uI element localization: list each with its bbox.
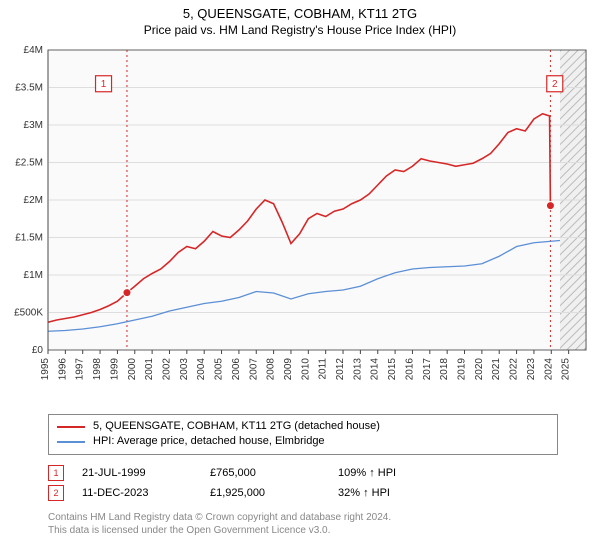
- svg-text:2024: 2024: [543, 358, 554, 381]
- svg-text:2023: 2023: [526, 358, 537, 381]
- svg-text:£2.5M: £2.5M: [15, 158, 43, 169]
- svg-text:2014: 2014: [370, 358, 381, 381]
- legend-box: 5, QUEENSGATE, COBHAM, KT11 2TG (detache…: [48, 414, 558, 455]
- svg-text:2000: 2000: [127, 358, 138, 381]
- footer-line-1: Contains HM Land Registry data © Crown c…: [48, 511, 558, 524]
- svg-text:2011: 2011: [318, 358, 329, 380]
- svg-text:1998: 1998: [92, 358, 103, 381]
- svg-text:£2M: £2M: [24, 195, 43, 206]
- svg-text:2017: 2017: [422, 358, 433, 381]
- svg-text:£1.5M: £1.5M: [15, 233, 43, 244]
- sale-data-table: 1 21-JUL-1999 £765,000 109% ↑ HPI 2 11-D…: [48, 463, 558, 503]
- svg-text:2001: 2001: [144, 358, 155, 381]
- svg-text:2009: 2009: [283, 358, 294, 381]
- svg-text:1999: 1999: [109, 358, 120, 381]
- footer-attribution: Contains HM Land Registry data © Crown c…: [48, 511, 558, 537]
- svg-text:£3M: £3M: [24, 120, 43, 131]
- svg-text:2025: 2025: [561, 358, 572, 381]
- marker-box-2: 2: [48, 485, 64, 501]
- svg-text:2019: 2019: [457, 358, 468, 381]
- svg-text:£3.5M: £3.5M: [15, 83, 43, 94]
- svg-text:2021: 2021: [491, 358, 502, 381]
- legend-label-property: 5, QUEENSGATE, COBHAM, KT11 2TG (detache…: [93, 419, 380, 434]
- legend-row-property: 5, QUEENSGATE, COBHAM, KT11 2TG (detache…: [57, 419, 549, 434]
- legend-swatch-hpi: [57, 441, 85, 443]
- svg-text:2018: 2018: [439, 358, 450, 381]
- sale-delta: 32% ↑ HPI: [338, 487, 390, 499]
- footer-line-2: This data is licensed under the Open Gov…: [48, 524, 558, 537]
- legend-swatch-property: [57, 426, 85, 428]
- line-chart-svg: £0 £500K £1M £1.5M £2M £2.5M £3M £3.5M £4M 1995 19…: [0, 42, 600, 402]
- svg-text:1995: 1995: [40, 358, 51, 381]
- sale-delta: 109% ↑ HPI: [338, 467, 396, 479]
- svg-text:2005: 2005: [214, 358, 225, 381]
- table-row: 1 21-JUL-1999 £765,000 109% ↑ HPI: [48, 463, 558, 483]
- sale-date: 21-JUL-1999: [82, 467, 192, 479]
- svg-text:£0: £0: [32, 345, 44, 356]
- chart-container: 5, QUEENSGATE, COBHAM, KT11 2TG Price pa…: [0, 0, 600, 560]
- svg-text:£1M: £1M: [24, 270, 43, 281]
- svg-text:2007: 2007: [248, 358, 259, 381]
- svg-text:1996: 1996: [57, 358, 68, 381]
- sale-price: £765,000: [210, 467, 320, 479]
- legend-label-hpi: HPI: Average price, detached house, Elmb…: [93, 434, 325, 449]
- legend-row-hpi: HPI: Average price, detached house, Elmb…: [57, 434, 549, 449]
- table-row: 2 11-DEC-2023 £1,925,000 32% ↑ HPI: [48, 483, 558, 503]
- svg-text:2003: 2003: [179, 358, 190, 381]
- chart-title: 5, QUEENSGATE, COBHAM, KT11 2TG: [0, 0, 600, 21]
- svg-text:2010: 2010: [300, 358, 311, 381]
- svg-text:1997: 1997: [75, 358, 86, 381]
- svg-text:2004: 2004: [196, 358, 207, 381]
- svg-text:2013: 2013: [352, 358, 363, 381]
- legend-and-data: 5, QUEENSGATE, COBHAM, KT11 2TG (detache…: [48, 414, 558, 537]
- svg-text:2020: 2020: [474, 358, 485, 381]
- svg-text:2022: 2022: [509, 358, 520, 381]
- svg-text:2008: 2008: [266, 358, 277, 381]
- chart-area: £0 £500K £1M £1.5M £2M £2.5M £3M £3.5M £4M 1995 19…: [0, 42, 600, 402]
- svg-text:2002: 2002: [161, 358, 172, 381]
- svg-text:1: 1: [101, 79, 107, 90]
- svg-text:2012: 2012: [335, 358, 346, 381]
- svg-text:2006: 2006: [231, 358, 242, 381]
- chart-subtitle: Price paid vs. HM Land Registry's House …: [0, 21, 600, 37]
- marker-box-1: 1: [48, 465, 64, 481]
- svg-text:2: 2: [552, 79, 558, 90]
- svg-text:£500K: £500K: [14, 308, 43, 319]
- svg-text:£4M: £4M: [24, 45, 43, 56]
- sale-price: £1,925,000: [210, 487, 320, 499]
- svg-text:2016: 2016: [404, 358, 415, 381]
- svg-text:2015: 2015: [387, 358, 398, 381]
- sale-date: 11-DEC-2023: [82, 487, 192, 499]
